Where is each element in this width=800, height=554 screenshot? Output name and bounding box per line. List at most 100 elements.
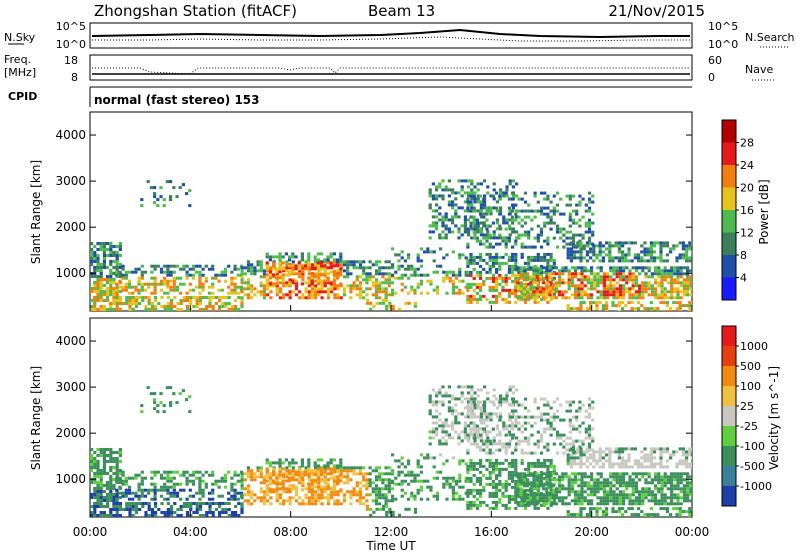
power-cell [314,260,318,264]
velocity-cell [269,502,273,506]
power-cell [265,264,269,268]
power-cell [672,247,676,251]
velocity-cell [428,409,432,413]
velocity-cell [516,490,520,494]
velocity-cell [498,500,502,504]
velocity-cell [488,470,492,474]
power-cell [240,302,244,305]
velocity-cell [647,481,651,485]
power-cell [599,266,603,270]
velocity-cell [93,496,97,499]
velocity-cell [90,514,94,517]
power-cell [691,301,692,305]
velocity-cell [115,488,119,492]
power-cell [558,272,562,276]
power-cell [475,270,479,274]
power-cell [511,288,515,292]
velocity-cell [558,481,562,485]
velocity-cell [300,476,304,480]
power-cell [580,272,584,276]
power-cell [454,203,458,207]
colorbar-tick-label: 16 [740,204,754,217]
power-cell [154,299,158,302]
power-cell [649,250,653,254]
power-cell [535,290,539,294]
velocity-cell [326,472,331,476]
power-cell [606,275,610,279]
nsearch-trace [92,36,690,42]
velocity-cell [546,464,550,468]
power-cell [605,304,609,308]
velocity-cell [567,490,571,494]
velocity-cell [355,472,359,476]
velocity-cell [371,487,375,491]
power-cell [144,305,148,308]
power-cell [466,282,470,286]
power-cell [407,301,411,305]
power-cell [670,290,674,294]
velocity-cell [259,472,263,476]
power-cell [435,291,439,295]
velocity-cell [451,427,455,431]
power-cell [294,293,299,297]
power-cell [391,288,395,292]
power-cell [441,215,445,219]
power-cell [646,307,650,311]
power-cell [272,255,276,259]
velocity-cell [622,499,626,503]
power-cell [627,250,631,254]
power-cell [451,273,455,277]
velocity-cell [466,406,470,410]
power-cell [102,278,106,281]
power-cell [96,290,100,293]
power-cell [451,270,455,274]
power-cell [333,284,337,288]
velocity-cell [517,427,521,431]
velocity-cell [112,499,116,502]
velocity-cell [504,433,508,437]
velocity-cell [127,485,132,489]
power-cell [595,307,599,311]
velocity-cell [615,487,619,491]
power-cell [495,191,499,195]
velocity-cell [536,488,540,492]
velocity-cell [606,502,610,506]
velocity-cell [96,460,100,463]
velocity-cell [233,488,237,492]
power-cell [576,310,580,311]
velocity-cell [602,490,606,494]
velocity-cell [466,500,470,504]
velocity-cell [567,487,571,491]
velocity-cell [448,482,452,486]
velocity-cell [99,490,103,493]
power-cell [236,267,240,271]
power-cell [631,287,635,291]
power-cell [339,282,343,286]
power-cell [515,230,519,234]
power-cell [310,293,315,297]
power-cell [147,308,151,311]
power-cell [476,200,480,204]
power-cell [653,256,657,260]
velocity-cell [281,473,285,477]
velocity-cell [118,448,122,451]
velocity-cell [166,488,170,492]
velocity-cell [297,473,301,477]
power-cell [307,290,311,294]
velocity-cell [250,502,254,506]
power-cell [561,266,565,270]
velocity-cell [134,473,138,477]
power-cell [202,296,206,299]
power-cell [499,206,503,210]
velocity-cell [479,503,483,507]
power-cell [485,276,489,280]
velocity-cell [554,487,558,491]
velocity-cell [413,476,417,480]
power-cell [641,266,645,270]
velocity-cell [90,463,94,466]
velocity-cell [439,453,443,457]
velocity-cell [253,499,257,503]
power-cell [615,281,619,285]
power-cell [223,279,228,283]
power-cell [310,267,314,271]
